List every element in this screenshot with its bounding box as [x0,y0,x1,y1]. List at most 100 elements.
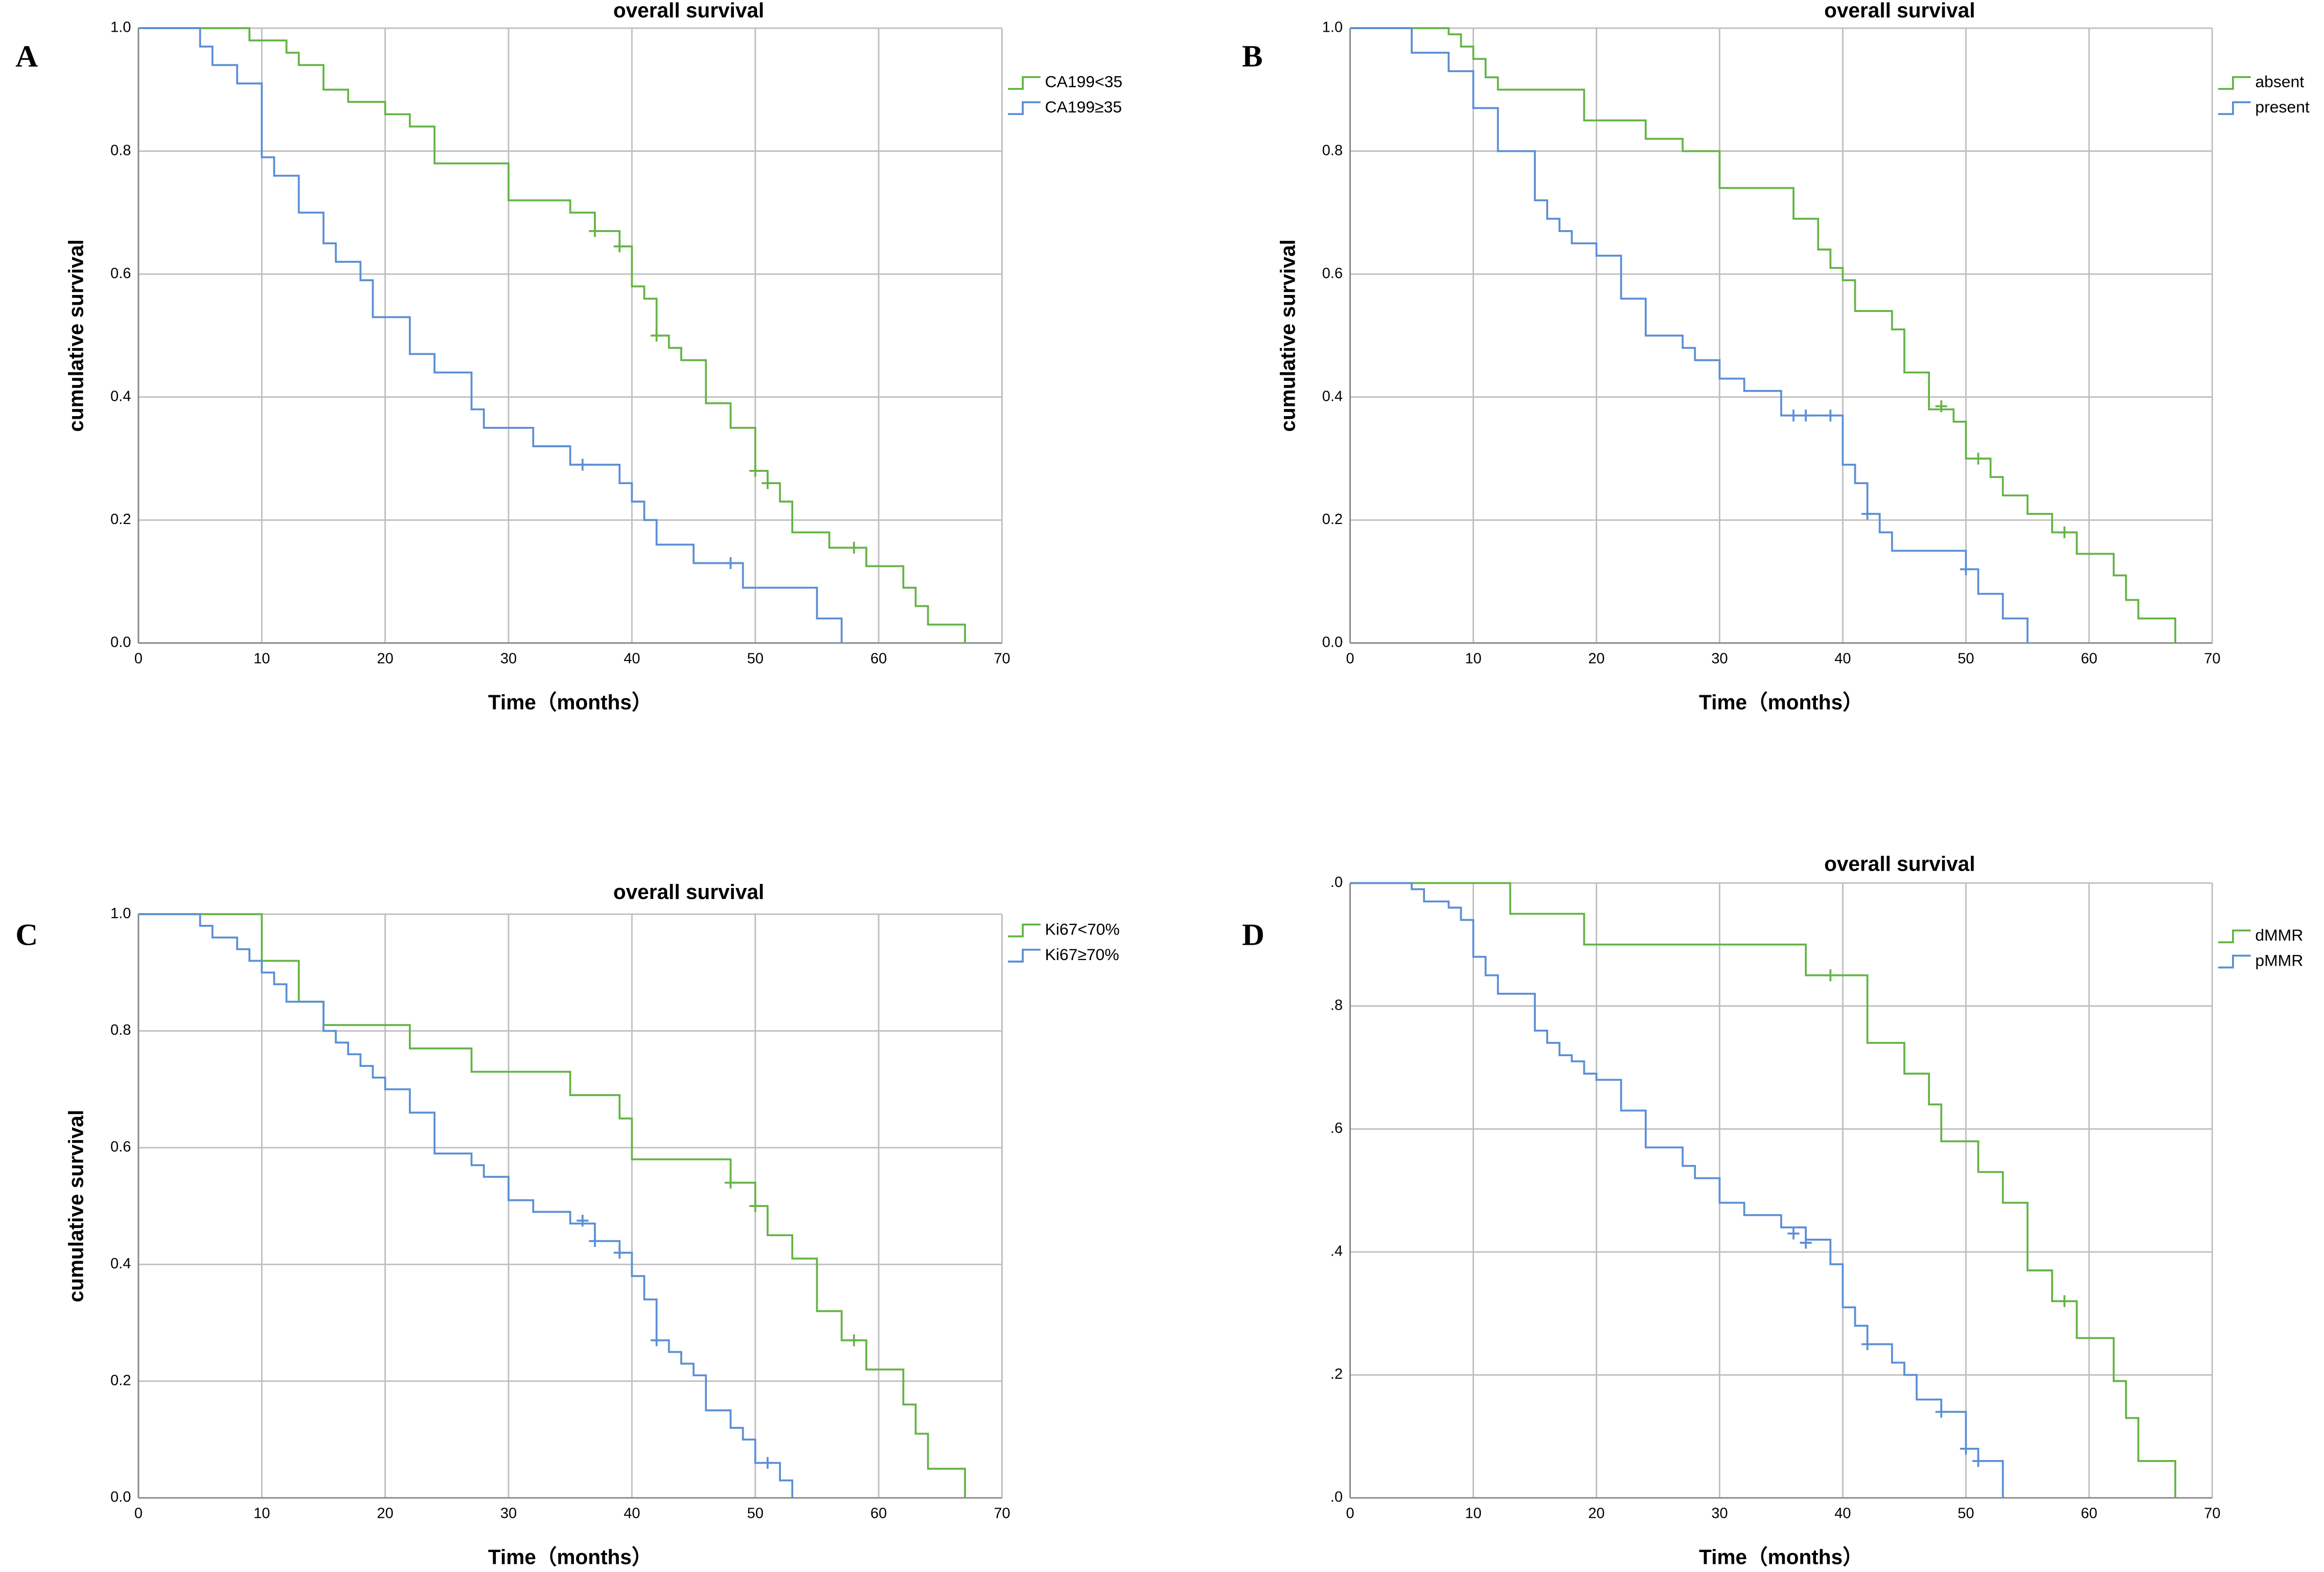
x-tick-label: 30 [1711,1506,1728,1522]
legend-swatch [1008,948,1041,963]
survival-curve [138,913,794,1498]
censor-mark [1960,1443,1972,1455]
y-tick-label: 0.8 [110,1022,131,1038]
x-tick-label: 40 [624,650,640,667]
x-tick-label: 70 [2204,1506,2220,1522]
y-tick-label: 0.2 [1322,511,1343,528]
x-tick-label: 10 [1465,1506,1481,1522]
censor-mark [613,240,626,253]
censor-mark [651,329,663,342]
x-tick-label: 70 [994,1506,1010,1522]
x-tick-label: 30 [500,1506,517,1522]
y-tick-label: 0.6 [110,265,131,282]
legend-swatch [1008,923,1041,938]
legend-label: Ki67≥70% [1045,945,1119,964]
y-axis-label: cumulative survival [64,1110,88,1303]
y-tick-label: 0.2 [110,1372,131,1388]
censor-mark [589,1235,601,1247]
censor-mark [2058,526,2070,538]
censor-mark [1800,409,1812,422]
chart-title: overall survival [1824,0,1975,22]
x-tick-label: 20 [377,1506,393,1522]
y-axis-label: cumulative survival [64,239,88,432]
x-tick-label: 0 [1346,1506,1354,1522]
x-tick-label: 60 [2081,650,2097,667]
legend-label: Ki67<70% [1045,920,1120,938]
censor-mark [651,1334,663,1347]
censor-mark [762,1456,774,1469]
x-tick-label: 60 [870,650,887,667]
censor-mark [613,1246,626,1259]
y-tick-label: 1.0 [110,905,131,922]
survival-curve [1350,882,2004,1498]
y-tick-label: 0.8 [110,142,131,158]
y-tick-label: 0.2 [110,511,131,528]
y-tick-label: 0.6 [1322,265,1343,282]
x-tick-label: 50 [747,650,764,667]
chart-title: overall survival [613,0,764,22]
censor-mark [577,459,589,471]
x-tick-label: 0 [134,650,143,667]
survival-curve [1350,27,2029,643]
y-tick-label: .0 [1330,874,1343,891]
x-tick-label: 40 [1834,650,1851,667]
censor-mark [724,1176,737,1189]
x-tick-label: 10 [254,1506,270,1522]
y-tick-label: .0 [1330,1489,1343,1506]
chart-title: overall survival [1824,852,1975,875]
x-tick-label: 20 [377,650,393,667]
legend-label: CA199≥35 [1045,98,1122,116]
censor-mark [589,225,601,237]
x-axis-label: Time（months） [488,690,653,714]
censor-mark [1935,1406,1947,1418]
censor-mark [848,1334,860,1347]
y-tick-label: .4 [1330,1243,1343,1260]
censor-mark [1824,969,1836,982]
y-tick-label: 0.4 [1322,388,1343,404]
censor-mark [1800,1237,1812,1249]
x-axis-label: Time（months） [488,1545,653,1569]
panel-label: A [15,39,38,74]
legend-swatch [2218,954,2251,969]
x-tick-label: 10 [254,650,270,667]
censor-mark [1824,409,1836,422]
chart-title: overall survival [613,880,764,903]
x-axis-label: Time（months） [1699,690,1863,714]
x-tick-label: 70 [994,650,1010,667]
survival-curve [138,913,966,1498]
survival-curve [138,27,843,643]
y-tick-label: 0.4 [110,388,131,404]
censor-mark [762,477,774,489]
legend-label: CA199<35 [1045,73,1123,91]
censor-mark [1787,409,1800,422]
y-tick-label: 0.0 [110,634,131,650]
legend-label: present [2255,98,2309,116]
x-axis-label: Time（months） [1699,1545,1863,1569]
panel-label: C [15,918,38,952]
y-tick-label: 0.6 [110,1139,131,1155]
y-tick-label: 1.0 [1322,19,1343,36]
legend-label: pMMR [2255,951,2303,969]
censor-mark [1861,1338,1874,1350]
y-tick-label: 0.0 [110,1489,131,1506]
panel-label: D [1242,918,1264,952]
censor-mark [749,1200,762,1212]
y-tick-label: 1.0 [110,19,131,36]
x-tick-label: 40 [624,1506,640,1522]
x-tick-label: 60 [870,1506,887,1522]
y-tick-label: .2 [1330,1366,1343,1382]
y-tick-label: 0.8 [1322,142,1343,158]
survival-curve [1350,882,2176,1498]
y-tick-label: .8 [1330,997,1343,1014]
legend-swatch [1008,76,1041,90]
y-tick-label: .6 [1330,1120,1343,1136]
legend-swatch [2218,929,2251,944]
survival-curve [138,27,966,643]
y-tick-label: 0.0 [1322,634,1343,650]
x-tick-label: 30 [500,650,517,667]
legend-swatch [1008,101,1041,116]
censor-mark [724,557,737,569]
x-tick-label: 50 [1958,650,1974,667]
